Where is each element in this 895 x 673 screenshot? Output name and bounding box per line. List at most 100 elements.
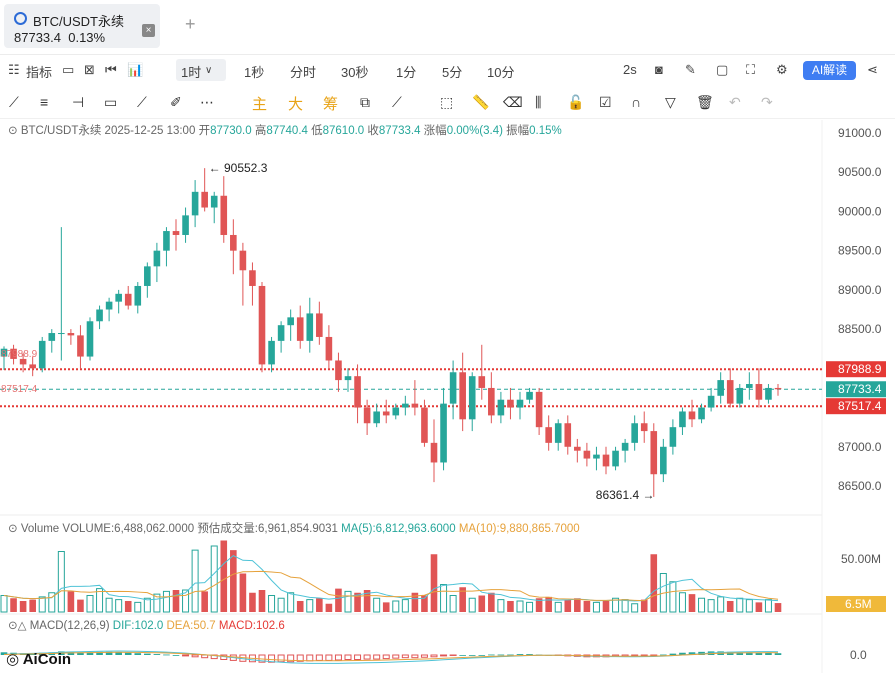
- more-icon[interactable]: ⋯: [200, 94, 214, 110]
- volume-bar: [316, 598, 323, 612]
- open-value: 87730.0: [210, 125, 252, 137]
- close-icon[interactable]: ×: [142, 24, 155, 37]
- interval-5m[interactable]: 5分: [442, 65, 463, 80]
- volume-bar: [459, 587, 466, 612]
- edit-icon[interactable]: ✎: [685, 62, 696, 77]
- replay-icon[interactable]: ⏮: [105, 62, 117, 77]
- price-tick-label: 86500.0: [838, 479, 882, 493]
- macd-bar: [315, 654, 323, 661]
- share-icon[interactable]: ⋖: [867, 62, 878, 77]
- trash-icon[interactable]: 🗑: [696, 94, 714, 110]
- macd-bar: [172, 655, 180, 656]
- macd-bar: [411, 654, 419, 659]
- volume-bar: [755, 602, 763, 612]
- interval-1s[interactable]: 1秒: [244, 65, 265, 80]
- macd-bar: [306, 654, 314, 662]
- volume-bar: [230, 550, 237, 612]
- candle-body: [583, 450, 591, 459]
- candle-icon[interactable]: ⫼: [535, 94, 542, 110]
- macd-bar: [755, 652, 763, 655]
- ruler-icon[interactable]: 📏: [472, 94, 490, 110]
- rectangle-icon[interactable]: ▭: [104, 94, 118, 110]
- volume-bar: [210, 545, 218, 613]
- interval-timeline[interactable]: 分时: [290, 65, 317, 80]
- chevron-down-icon[interactable]: ∨: [205, 65, 213, 76]
- volume-bar: [650, 554, 658, 612]
- macd-bar: [516, 654, 524, 655]
- copy-icon[interactable]: ⧉: [360, 94, 370, 110]
- add-tab-icon[interactable]: +: [185, 14, 196, 34]
- undo-icon[interactable]: ↶: [729, 94, 741, 110]
- redo-icon[interactable]: ↷: [761, 94, 773, 110]
- candle-body: [239, 250, 247, 271]
- macd-bar: [144, 653, 151, 655]
- macd-bar: [325, 654, 333, 661]
- chart-type-icon[interactable]: 📊: [127, 62, 144, 77]
- candle-body: [765, 387, 772, 400]
- candle-body: [306, 313, 314, 341]
- lower-level-badge-bg: [826, 398, 886, 415]
- macd-bar: [344, 654, 352, 660]
- ai-interpret-button[interactable]: AI解读: [803, 61, 856, 80]
- candle-body: [182, 215, 189, 235]
- interval-30s[interactable]: 30秒: [341, 65, 369, 80]
- volume-bar: [574, 598, 581, 612]
- upper-level-badge: 87988.9: [838, 362, 882, 376]
- volume-bar: [373, 597, 381, 613]
- macd-bar: [105, 651, 113, 655]
- volume-bar: [191, 549, 199, 613]
- volume-bar: [162, 590, 170, 613]
- macd-bar: [478, 655, 486, 656]
- volume-bar: [745, 599, 753, 613]
- exchange-logo-icon: [14, 12, 27, 25]
- measure-icon[interactable]: ⟋: [392, 94, 402, 110]
- candle-body: [363, 407, 371, 424]
- indicator-button[interactable]: 指标: [26, 65, 53, 80]
- trend-line-icon[interactable]: ⟋: [9, 94, 19, 110]
- macd-bar: [507, 654, 514, 656]
- collapse-icon[interactable]: ⊙: [8, 125, 18, 137]
- ohlc-info: ⊙ BTC/USDT永续 2025-12-25 13:00 开87730.0 高…: [8, 125, 562, 137]
- tab-btc-usdt[interactable]: BTC/USDT永续 87733.4 0.13% ×: [4, 4, 160, 48]
- collapse-icon[interactable]: ⊙: [8, 523, 18, 535]
- candle-body: [287, 317, 294, 326]
- volume-bar: [29, 599, 36, 612]
- price-tick-label: 88500.0: [838, 322, 882, 336]
- lock-icon[interactable]: 🔓: [567, 94, 585, 110]
- brush-icon[interactable]: ✐: [170, 94, 182, 110]
- big-order-button[interactable]: 大: [288, 96, 304, 113]
- interval-1h[interactable]: 1时: [181, 65, 202, 80]
- fullscreen-icon[interactable]: ⛶: [746, 62, 756, 77]
- interval-10m[interactable]: 10分: [487, 65, 515, 80]
- macd-bar: [765, 652, 772, 655]
- candle-body: [612, 450, 619, 467]
- notes-icon[interactable]: ☑: [599, 94, 612, 110]
- ray-icon[interactable]: ⟋: [137, 94, 147, 110]
- candle-body: [440, 403, 447, 463]
- upper-level-badge-bg: [826, 361, 886, 378]
- settings-icon[interactable]: ⚙: [776, 62, 788, 77]
- candle-body: [29, 364, 36, 369]
- compare-icon[interactable]: ⊠: [84, 62, 95, 77]
- parallel-lines-icon[interactable]: ≡: [40, 94, 49, 110]
- window-icon[interactable]: ▢: [716, 62, 729, 77]
- main-force-button[interactable]: 主: [252, 96, 268, 113]
- magnet-icon[interactable]: ∩: [631, 94, 642, 110]
- eraser-icon[interactable]: ⌫: [503, 94, 523, 110]
- indicator-icon[interactable]: ☷: [8, 62, 20, 77]
- volume-bar: [621, 599, 629, 613]
- filter-icon[interactable]: ▽: [665, 94, 676, 110]
- volume-bar: [124, 601, 132, 612]
- chips-button[interactable]: 筹: [323, 96, 339, 113]
- refresh-rate[interactable]: 2s: [623, 62, 637, 77]
- candle-body: [726, 380, 734, 404]
- interval-1m[interactable]: 1分: [396, 65, 417, 80]
- bell-icon[interactable]: ⊙△: [8, 620, 27, 632]
- camera-icon[interactable]: ◙: [655, 62, 663, 77]
- layout-icon[interactable]: ▭: [62, 62, 75, 77]
- horizontal-line-icon[interactable]: ⊣: [72, 94, 85, 110]
- select-icon[interactable]: ⬚: [440, 94, 454, 110]
- candle-body: [392, 407, 400, 416]
- volume-bar: [239, 573, 247, 612]
